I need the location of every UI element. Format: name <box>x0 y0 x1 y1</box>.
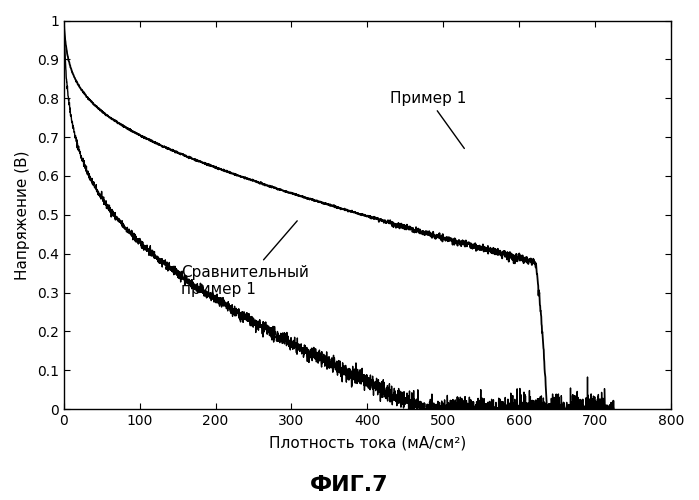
Text: ФИГ.7: ФИГ.7 <box>310 475 389 495</box>
X-axis label: Плотность тока (мА/см²): Плотность тока (мА/см²) <box>268 435 466 450</box>
Y-axis label: Напряжение (В): Напряжение (В) <box>15 150 30 280</box>
Text: Пример 1: Пример 1 <box>390 90 466 148</box>
Text: Сравнительный
пример 1: Сравнительный пример 1 <box>182 221 309 297</box>
